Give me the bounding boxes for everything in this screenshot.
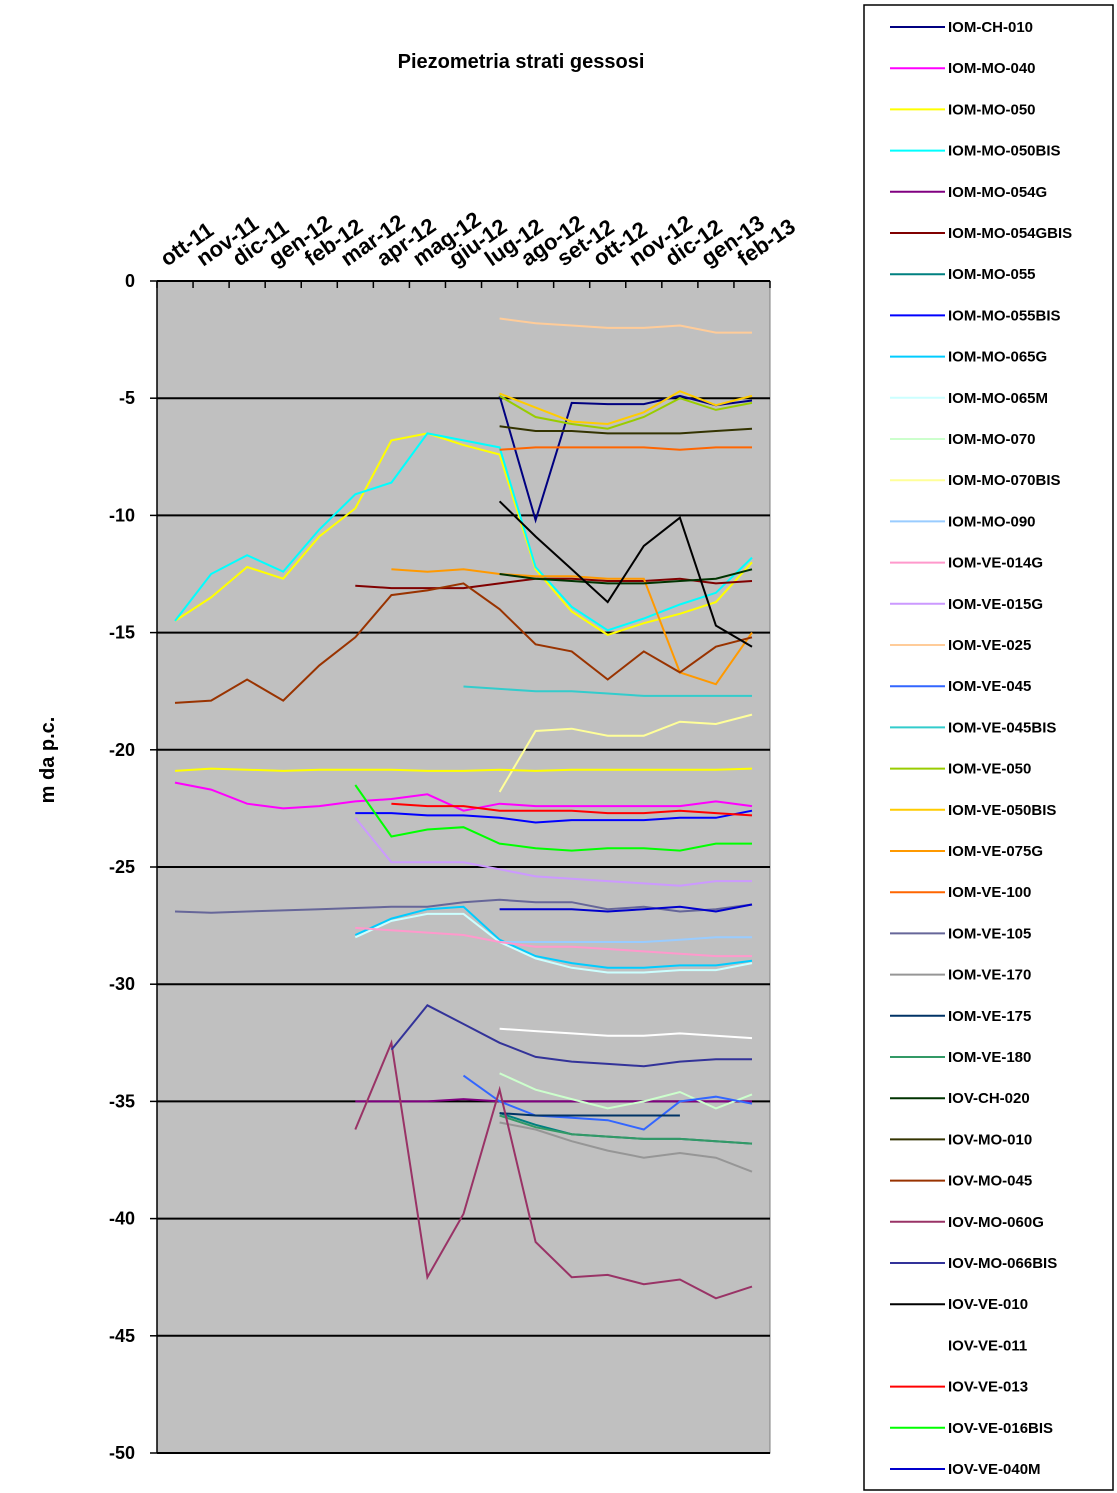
legend-label: IOM-MO-050BIS bbox=[948, 143, 1061, 160]
y-tick-label: -45 bbox=[109, 1326, 135, 1346]
legend-label: IOM-VE-170 bbox=[948, 967, 1031, 984]
series-line bbox=[354, 905, 753, 969]
legend-label: IOM-VE-014G bbox=[948, 555, 1043, 572]
legend-label: IOM-VE-175 bbox=[948, 1008, 1031, 1025]
series-line bbox=[499, 446, 752, 451]
legend-label: IOM-MO-090 bbox=[948, 513, 1036, 530]
legend-label: IOM-VE-045 bbox=[948, 678, 1031, 695]
series-line bbox=[463, 685, 752, 697]
series-line bbox=[355, 809, 753, 824]
legend-label: IOM-MO-065M bbox=[948, 390, 1048, 407]
series-line bbox=[499, 390, 753, 426]
legend-label: IOV-VE-011 bbox=[948, 1337, 1027, 1354]
series-line bbox=[499, 1112, 680, 1117]
legend-label: IOM-VE-025 bbox=[948, 637, 1031, 654]
legend-label: IOM-MO-055BIS bbox=[948, 307, 1061, 324]
legend-label: IOV-CH-020 bbox=[948, 1090, 1030, 1107]
legend-label: IOM-MO-055 bbox=[948, 266, 1036, 283]
y-tick-label: -15 bbox=[109, 623, 135, 643]
legend-label: IOM-VE-050BIS bbox=[948, 802, 1056, 819]
y-tick-label: -35 bbox=[109, 1091, 135, 1111]
series-line bbox=[390, 1004, 752, 1068]
y-tick-label: -5 bbox=[119, 388, 135, 408]
series-line bbox=[462, 1074, 753, 1131]
series-line bbox=[499, 425, 753, 435]
y-tick-label: -10 bbox=[109, 505, 135, 525]
series-line bbox=[499, 936, 752, 943]
legend-box bbox=[863, 4, 1114, 1491]
y-tick-label: 0 bbox=[125, 271, 135, 291]
legend-label: IOM-VE-050 bbox=[948, 761, 1031, 778]
series-line bbox=[354, 912, 753, 974]
y-tick-label: -50 bbox=[109, 1443, 135, 1463]
legend-label: IOV-VE-010 bbox=[948, 1296, 1028, 1313]
legend-label: IOV-VE-040M bbox=[948, 1461, 1041, 1478]
series-line bbox=[354, 1039, 753, 1300]
series-line bbox=[499, 1114, 753, 1145]
series-line bbox=[174, 432, 753, 636]
series-line bbox=[355, 577, 753, 590]
series-line bbox=[391, 802, 753, 817]
legend-label: IOV-MO-045 bbox=[948, 1173, 1032, 1190]
series-line bbox=[174, 582, 753, 704]
series-line bbox=[174, 767, 753, 772]
chart-title: Piezometria strati gessosi bbox=[398, 51, 645, 73]
legend-label: IOM-VE-045BIS bbox=[948, 719, 1056, 736]
legend-label: IOV-MO-010 bbox=[948, 1131, 1032, 1148]
legend-label: IOV-MO-066BIS bbox=[948, 1255, 1057, 1272]
y-tick-label: -25 bbox=[109, 857, 135, 877]
legend-label: IOM-MO-065G bbox=[948, 349, 1047, 366]
legend-label: IOM-MO-070 bbox=[948, 431, 1036, 448]
legend-label: IOM-MO-054GBIS bbox=[948, 225, 1072, 242]
series-line bbox=[499, 1121, 753, 1173]
series-line bbox=[498, 713, 753, 793]
series-line bbox=[174, 432, 753, 632]
series-line bbox=[499, 903, 753, 913]
legend-label: IOM-VE-100 bbox=[948, 884, 1031, 901]
legend-label: IOM-MO-070BIS bbox=[948, 472, 1061, 489]
series-line bbox=[355, 926, 752, 958]
series-line bbox=[499, 1027, 753, 1040]
y-tick-label: -40 bbox=[109, 1209, 135, 1229]
y-tick-label: -20 bbox=[109, 740, 135, 760]
legend-label: IOM-VE-015G bbox=[948, 596, 1043, 613]
series-line bbox=[499, 395, 753, 430]
legend-label: IOM-VE-180 bbox=[948, 1049, 1031, 1066]
series-line bbox=[499, 1072, 753, 1110]
legend-label: IOV-VE-013 bbox=[948, 1379, 1028, 1396]
series-line bbox=[354, 817, 752, 887]
legend-label: IOM-MO-050 bbox=[948, 101, 1036, 118]
series-line bbox=[498, 500, 753, 648]
legend-label: IOM-MO-054G bbox=[948, 184, 1047, 201]
y-axis-label: m da p.c. bbox=[37, 717, 59, 804]
legend-label: IOM-CH-010 bbox=[948, 19, 1033, 36]
legend-label: IOV-MO-060G bbox=[948, 1214, 1044, 1231]
legend-label: IOM-VE-105 bbox=[948, 925, 1031, 942]
legend-label: IOM-MO-040 bbox=[948, 60, 1036, 77]
series-line bbox=[354, 784, 752, 852]
legend-label: IOV-VE-016BIS bbox=[948, 1420, 1053, 1437]
series-line bbox=[499, 317, 752, 334]
series-line bbox=[499, 568, 753, 585]
y-tick-label: -30 bbox=[109, 974, 135, 994]
series-line bbox=[174, 781, 753, 812]
legend-label: IOM-VE-075G bbox=[948, 843, 1043, 860]
series-line bbox=[391, 568, 753, 686]
